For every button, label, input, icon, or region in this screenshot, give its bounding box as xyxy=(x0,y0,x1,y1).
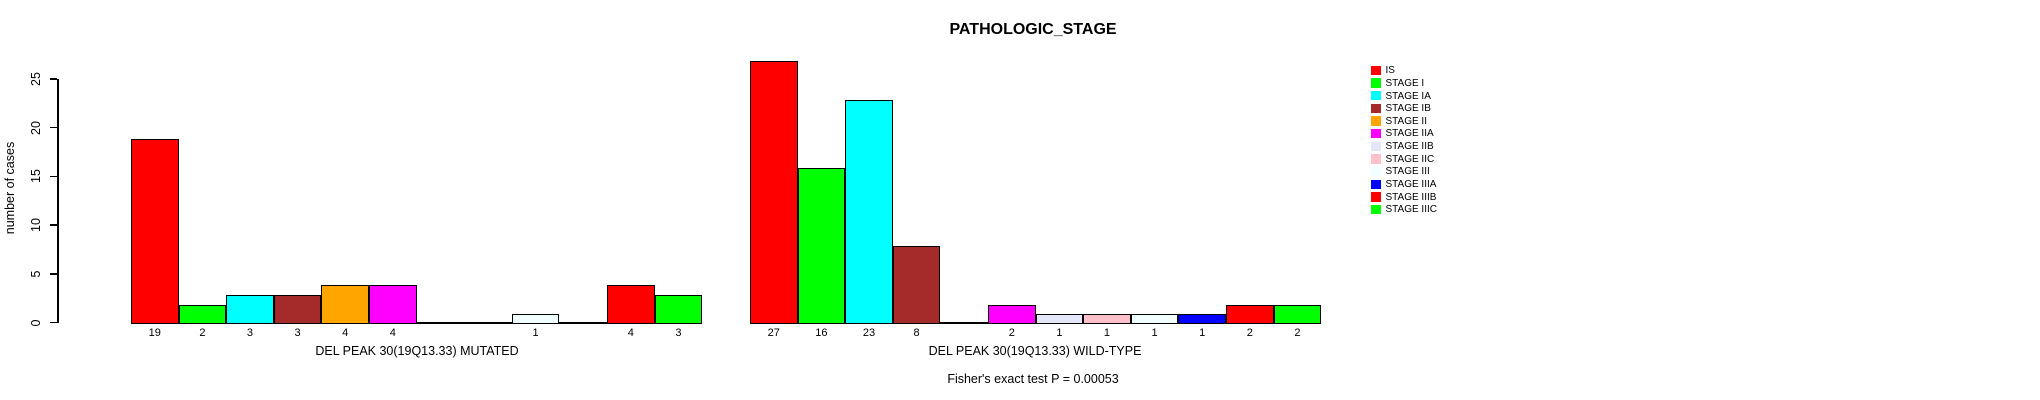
legend-swatch-stage-iiic xyxy=(1371,204,1381,215)
bar-mutated-stage-ib xyxy=(273,294,322,324)
legend-swatch-stage-iiib xyxy=(1371,192,1381,202)
bar-value-wild-type-stage-iii: 1 xyxy=(1151,327,1158,339)
y-tick-label: 0 xyxy=(28,319,43,326)
bar-wild-type-stage-iiia xyxy=(1178,313,1226,324)
zero-bar-mutated-stage-iiia xyxy=(559,321,607,324)
legend-swatch-stage-iii xyxy=(1371,166,1381,177)
y-tick-label: 10 xyxy=(28,218,43,233)
bar-wild-type-stage-iiib xyxy=(1226,304,1274,324)
y-tick xyxy=(49,78,57,80)
bar-mutated-stage-iia xyxy=(369,284,417,324)
y-tick-label: 25 xyxy=(28,72,43,86)
y-tick xyxy=(49,126,57,129)
bar-value-wild-type-is: 27 xyxy=(767,327,780,339)
legend-swatch-stage-ia xyxy=(1371,91,1381,101)
legend-label-stage-iia: STAGE IIA xyxy=(1385,128,1434,140)
y-tick xyxy=(49,175,57,178)
bar-value-mutated-is: 19 xyxy=(148,327,161,339)
bar-wild-type-stage-ia xyxy=(845,99,893,324)
y-tick-label: 5 xyxy=(28,270,43,278)
legend-swatch-stage-iia xyxy=(1371,128,1381,139)
y-tick-label: 15 xyxy=(28,169,43,184)
bar-wild-type-stage-i xyxy=(797,167,846,324)
bar-mutated-stage-iiic xyxy=(654,294,703,324)
y-axis-label: number of cases xyxy=(3,141,17,235)
legend-label-stage-iib: STAGE IIB xyxy=(1385,141,1434,153)
legend-label-is: IS xyxy=(1385,65,1395,77)
legend-label-stage-iiic: STAGE IIIC xyxy=(1385,204,1438,216)
bar-value-wild-type-stage-ia: 23 xyxy=(862,327,876,339)
y-tick xyxy=(49,273,57,275)
bar-mutated-stage-i xyxy=(178,304,227,324)
bar-value-mutated-stage-iiic: 3 xyxy=(675,327,682,339)
zero-bar-mutated-stage-iic xyxy=(464,321,512,324)
bar-wild-type-stage-ib xyxy=(892,245,941,324)
bar-value-wild-type-stage-iib: 1 xyxy=(1056,327,1063,339)
legend-label-stage-i: STAGE I xyxy=(1385,77,1425,89)
bar-value-mutated-stage-ii: 4 xyxy=(342,327,349,339)
bar-wild-type-stage-iia xyxy=(988,304,1036,324)
legend-swatch-is xyxy=(1371,65,1381,76)
y-axis-line xyxy=(57,79,59,323)
bar-value-wild-type-stage-iiia: 1 xyxy=(1199,327,1206,339)
bar-mutated-is xyxy=(131,138,179,324)
legend-label-stage-ib: STAGE IB xyxy=(1385,103,1431,115)
legend-swatch-stage-iib xyxy=(1371,141,1381,151)
bar-value-wild-type-stage-iia: 2 xyxy=(1008,327,1015,339)
bar-value-wild-type-stage-iiib: 2 xyxy=(1246,327,1253,339)
legend-label-stage-ia: STAGE IA xyxy=(1385,90,1431,102)
bar-wild-type-stage-iib xyxy=(1035,313,1084,324)
bar-value-mutated-stage-iia: 4 xyxy=(389,327,396,339)
legend-swatch-stage-iic xyxy=(1371,154,1381,164)
bar-mutated-stage-ia xyxy=(226,294,274,324)
bar-value-wild-type-stage-iic: 1 xyxy=(1103,327,1111,339)
y-tick xyxy=(49,224,57,226)
bar-wild-type-stage-iic xyxy=(1083,313,1131,324)
legend-label-stage-ii: STAGE II xyxy=(1385,115,1428,127)
bar-value-mutated-stage-iii: 1 xyxy=(532,327,539,339)
bar-mutated-stage-ii xyxy=(321,284,369,324)
chart-title: PATHOLOGIC_STAGE xyxy=(949,21,1117,38)
bar-mutated-stage-iiib xyxy=(607,284,655,324)
bar-value-wild-type-stage-i: 16 xyxy=(815,327,828,339)
x-axis-label-wild-type: DEL PEAK 30(19Q13.33) WILD-TYPE xyxy=(928,344,1142,358)
bar-value-mutated-stage-iiib: 4 xyxy=(627,327,634,339)
bar-wild-type-stage-iii xyxy=(1130,313,1179,324)
bar-value-mutated-stage-i: 2 xyxy=(199,327,206,339)
bar-value-mutated-stage-ib: 3 xyxy=(294,327,301,339)
legend-label-stage-iic: STAGE IIC xyxy=(1385,153,1435,165)
bar-wild-type-is xyxy=(750,60,798,324)
legend-label-stage-iiia: STAGE IIIA xyxy=(1385,179,1437,191)
zero-bar-mutated-stage-iib xyxy=(416,321,465,324)
bar-wild-type-stage-iiic xyxy=(1273,304,1322,324)
legend-swatch-stage-iiia xyxy=(1371,179,1381,189)
legend-label-stage-iiib: STAGE IIIB xyxy=(1385,191,1437,203)
legend-label-stage-iii: STAGE III xyxy=(1385,166,1430,178)
bar-value-wild-type-stage-ib: 8 xyxy=(913,327,920,339)
x-axis-label-mutated: DEL PEAK 30(19Q13.33) MUTATED xyxy=(315,344,519,358)
zero-bar-wild-type-stage-ii xyxy=(940,321,988,324)
bar-value-wild-type-stage-iiic: 2 xyxy=(1294,327,1301,339)
y-tick-label: 20 xyxy=(28,120,43,135)
bar-mutated-stage-iii xyxy=(511,313,560,324)
y-tick xyxy=(49,321,57,324)
legend-swatch-stage-i xyxy=(1371,78,1381,88)
bar-value-mutated-stage-ia: 3 xyxy=(246,327,254,339)
fisher-test-annotation: Fisher's exact test P = 0.00053 xyxy=(947,372,1119,386)
legend-swatch-stage-ib xyxy=(1371,103,1381,114)
legend-swatch-stage-ii xyxy=(1371,116,1381,126)
